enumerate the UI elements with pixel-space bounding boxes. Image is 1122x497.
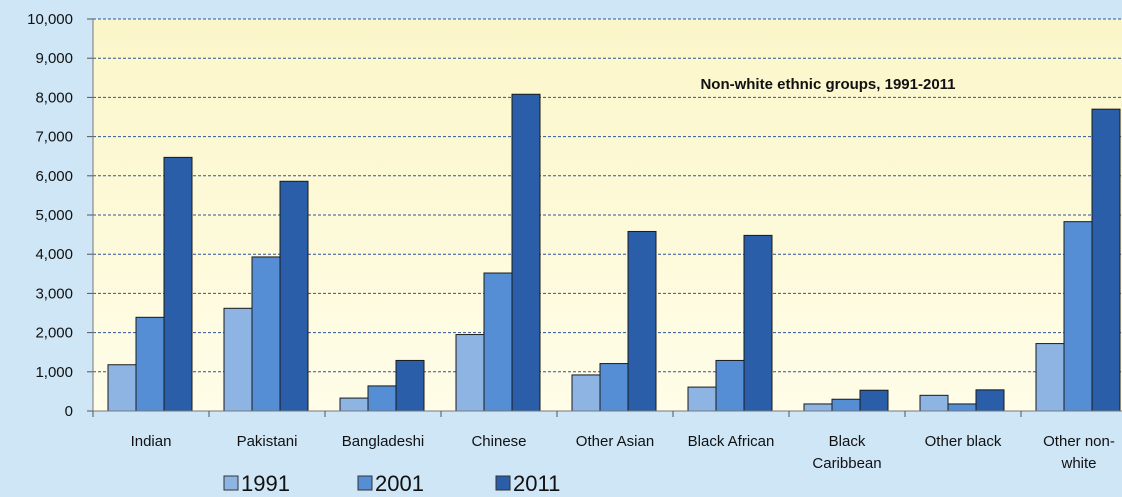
bar-1991-2: [339, 397, 369, 412]
y-tick-label: 10,000: [27, 11, 73, 28]
x-category-label: Other Asian: [576, 433, 654, 450]
bar-1991-6: [803, 403, 833, 412]
bar-2001-0: [135, 316, 165, 412]
x-category-label: Chinese: [471, 433, 526, 450]
legend: 1991 2001 2011: [223, 471, 560, 496]
x-category-label: Black: [829, 433, 866, 450]
bar-1991-4: [571, 374, 601, 412]
bar-1991-7: [919, 394, 949, 412]
x-category-label: white: [1060, 455, 1096, 472]
y-tick-label: 9,000: [35, 50, 73, 67]
x-category-label: Bangladeshi: [342, 433, 425, 450]
bar-2001-8: [1063, 221, 1093, 412]
legend-label-2001: 2001: [375, 471, 424, 496]
y-tick-label: 4,000: [35, 246, 73, 263]
bar-2001-3: [483, 272, 513, 412]
legend-label-1991: 1991: [241, 471, 290, 496]
bar-2011-3: [511, 93, 541, 412]
bar-1991-0: [107, 364, 137, 412]
legend-swatch-2001: [357, 475, 373, 491]
legend-swatch-1991: [223, 475, 239, 491]
bar-2011-6: [859, 389, 889, 412]
bar-2001-4: [599, 363, 629, 412]
x-category-label: Caribbean: [812, 455, 881, 472]
x-category-label: Other black: [925, 433, 1002, 450]
bar-1991-5: [687, 386, 717, 412]
legend-label-2011: 2011: [513, 471, 560, 496]
bar-1991-8: [1035, 343, 1065, 412]
y-tick-label: 2,000: [35, 325, 73, 342]
y-tick-label: 0: [65, 403, 73, 420]
y-tick-label: 6,000: [35, 168, 73, 185]
labels: 0 1,000 2,000 3,000 4,000 5,000 6,000 7,000 8,00…: [27, 11, 1115, 472]
bar-1991-3: [455, 334, 485, 412]
bar-2011-2: [395, 359, 425, 412]
x-category-label: Pakistani: [237, 433, 298, 450]
y-tick-label: 5,000: [35, 207, 73, 224]
bar-2001-6: [831, 398, 861, 412]
bar-2011-5: [743, 234, 773, 412]
bar-2011-1: [279, 180, 309, 412]
bars: [107, 93, 1121, 412]
bar-2011-0: [163, 156, 193, 412]
y-tick-label: 1,000: [35, 364, 73, 381]
bar-2011-4: [627, 230, 657, 412]
axes: [87, 18, 1122, 417]
bar-2001-1: [251, 256, 281, 412]
bar-1991-1: [223, 307, 253, 412]
x-category-label: Other non-: [1043, 433, 1115, 450]
y-tick-label: 8,000: [35, 89, 73, 106]
y-tick-label: 7,000: [35, 129, 73, 146]
bar-2011-8: [1091, 108, 1121, 412]
y-tick-label: 3,000: [35, 285, 73, 302]
chart-title: Non-white ethnic groups, 1991-2011: [700, 76, 955, 93]
bar-2011-7: [975, 389, 1005, 412]
legend-swatch-2011: [495, 475, 511, 491]
x-category-label: Indian: [131, 433, 172, 450]
x-category-label: Black African: [688, 433, 775, 450]
bar-2001-2: [367, 385, 397, 412]
bar-2001-5: [715, 359, 745, 412]
bar-2001-7: [947, 403, 977, 412]
